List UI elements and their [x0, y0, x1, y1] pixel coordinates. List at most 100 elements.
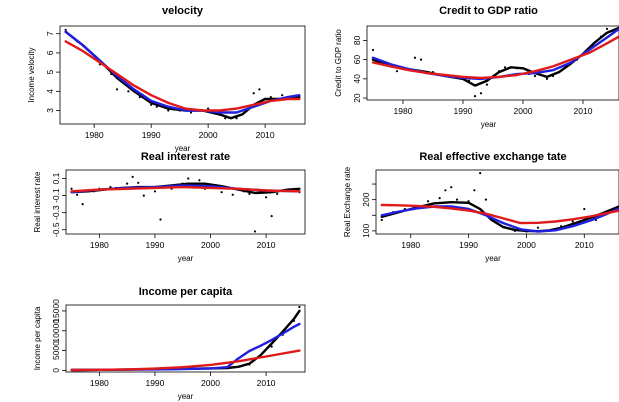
x-tick-label: 2010 [257, 240, 276, 250]
y-axis-label: Income per capita [33, 306, 42, 370]
data-point [395, 70, 399, 73]
data-point [187, 177, 190, 180]
series-line-blue [70, 322, 301, 372]
series-line-red [70, 349, 301, 372]
data-point [473, 189, 476, 192]
data-point [444, 189, 447, 192]
plot-frame [375, 169, 619, 235]
data-point [571, 220, 574, 223]
x-tick-label: 2010 [575, 240, 594, 250]
chart-title: Income per capita [139, 286, 233, 298]
x-tick-label: 1980 [90, 240, 109, 250]
data-point [485, 83, 489, 86]
y-axis-label: Income velocity [27, 47, 36, 102]
y-tick-label: 15000 [51, 299, 61, 323]
data-point [159, 218, 162, 221]
chart-title: Real effective exchange tate [419, 151, 566, 163]
panel-2: Credit to GDP ratio 1980 1990 2000 2010 year 2… [334, 5, 619, 129]
series-line-red [64, 40, 301, 112]
data-point [473, 95, 477, 98]
y-tick-label: -0.3 [51, 205, 61, 220]
data-point [64, 28, 67, 31]
y-axis-label: Real interest rate [33, 171, 42, 232]
plot-area [371, 26, 619, 98]
panel-1: velocity 1980 1990 2000 2010 year 3 4 5 6 7 Income … [27, 5, 306, 153]
data-point [167, 109, 170, 112]
x-tick-label: 1980 [401, 240, 420, 250]
y-tick-label: 0 [51, 368, 61, 373]
y-tick-label: 4 [45, 89, 55, 94]
series-line-blue [380, 205, 619, 233]
data-point [455, 198, 459, 201]
y-tick-label: -0.1 [51, 188, 61, 203]
series-line-red [371, 35, 619, 80]
data-point [231, 193, 234, 196]
x-axis-label: year [481, 120, 497, 129]
data-point [81, 203, 84, 206]
data-point [109, 185, 112, 189]
y-tick-label: 40 [352, 74, 362, 84]
x-tick-label: 1990 [145, 240, 164, 250]
plot-frame [65, 169, 306, 235]
x-tick-label: 2000 [514, 106, 533, 116]
x-axis-label: year [485, 254, 501, 263]
y-tick-label: 20 [352, 93, 362, 103]
data-point [198, 179, 201, 182]
data-point [220, 191, 223, 194]
y-tick-label: 60 [352, 55, 362, 65]
x-tick-label: 1980 [85, 130, 104, 140]
data-point [605, 27, 609, 30]
series-line-black [70, 309, 301, 372]
x-tick-label: 2000 [201, 378, 220, 388]
data-point [270, 345, 273, 348]
data-point [484, 198, 488, 201]
series-line-black [380, 200, 619, 233]
data-point [380, 218, 383, 222]
data-point [276, 192, 279, 195]
x-tick-label: 1990 [454, 106, 473, 116]
chart-title: Credit to GDP ratio [439, 5, 538, 17]
x-axis-label: year [178, 254, 194, 263]
plot-frame [366, 25, 619, 101]
data-point [126, 182, 129, 185]
data-point [76, 193, 79, 196]
plot-frame [59, 25, 306, 125]
data-point [298, 305, 301, 309]
data-point [137, 181, 140, 184]
panel-5: Income per capita 1980 1990 2000 2010 year 0 50… [33, 286, 306, 401]
x-tick-label: 1980 [394, 106, 413, 116]
data-point [131, 175, 134, 178]
data-point [479, 92, 483, 95]
data-point [142, 194, 145, 197]
series-line-red [70, 185, 301, 193]
data-point [438, 196, 441, 200]
data-point [426, 200, 430, 203]
y-axis-label: Credit to GDP ratio [334, 29, 343, 97]
panel-4: Real effective exchange tate 1980 1990 2000… [343, 151, 619, 263]
x-tick-label: 2000 [199, 130, 218, 140]
data-point [127, 90, 130, 93]
x-tick-label: 2000 [201, 240, 220, 250]
chart-title: Real interest rate [141, 151, 230, 163]
data-point [281, 94, 284, 97]
y-tick-label: 7 [45, 31, 55, 36]
data-point [450, 186, 453, 189]
data-point [253, 230, 257, 233]
plot-area [70, 305, 301, 372]
y-tick-label: 3 [45, 108, 55, 113]
x-axis-label: year [178, 392, 194, 401]
y-tick-label: 100 [361, 224, 371, 238]
y-tick-label: -0.5 [51, 222, 61, 237]
x-tick-label: 2010 [574, 106, 593, 116]
x-tick-label: 1990 [142, 130, 161, 140]
x-tick-label: 1980 [90, 378, 109, 388]
x-tick-label: 2010 [256, 130, 275, 140]
x-tick-label: 2010 [257, 378, 276, 388]
data-point [153, 190, 157, 193]
plot-area [64, 28, 301, 120]
data-point [533, 74, 537, 78]
data-point [189, 111, 193, 114]
data-point [419, 58, 423, 61]
data-point [479, 172, 482, 175]
panel-3: Real interest rate 1980 1990 2000 2010 year 0.… [33, 151, 306, 263]
